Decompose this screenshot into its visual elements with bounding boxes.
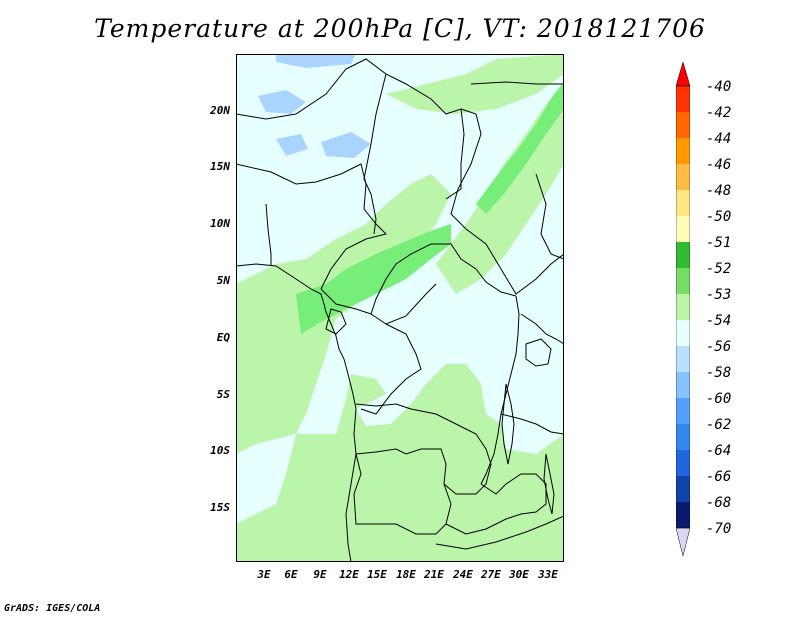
border-drc-north — [360, 323, 422, 415]
colorbar-cell-13 — [676, 398, 690, 424]
shade-minus-52-band — [296, 224, 451, 334]
colorbar-cell-1 — [676, 86, 690, 112]
credit-text: GrADS: IGES/COLA — [4, 603, 101, 614]
lon-label-30e: 30E — [509, 568, 529, 581]
colorbar-label-3: -44 — [706, 131, 732, 147]
shade-minus-52-north-east — [476, 82, 564, 214]
lat-label-10n: 10N — [210, 217, 230, 230]
border-drc-east — [480, 295, 520, 485]
colorbar-cell-17 — [676, 502, 690, 528]
border-northeast — [470, 81, 564, 85]
colorbar-cell-2 — [676, 112, 690, 138]
map-panel — [236, 54, 564, 562]
colorbar-cell-4 — [676, 164, 690, 190]
colorbar-cell-11 — [676, 346, 690, 372]
coastline-west — [236, 263, 357, 410]
colorbar-cell-7 — [676, 242, 690, 268]
colorbar-label-16: -66 — [706, 469, 732, 485]
colorbar-cell-9 — [676, 294, 690, 320]
border-cameroon — [320, 243, 517, 315]
lake-victoria — [525, 338, 552, 367]
colorbar-label-7: -51 — [706, 235, 732, 251]
border-south — [435, 515, 564, 550]
border-east-africa — [520, 313, 564, 345]
shade-minus-56-north-central — [321, 132, 371, 158]
lon-label-27e: 27E — [481, 568, 501, 581]
border-west-africa — [236, 163, 387, 290]
colorbar-label-2: -42 — [706, 105, 732, 121]
colorbar-cell-6 — [676, 216, 690, 242]
lat-label-eq: EQ — [216, 331, 230, 344]
colorbar-label-1: -40 — [706, 79, 732, 95]
border-car-south — [370, 283, 437, 325]
colorbar-label-13: -60 — [706, 391, 732, 407]
colorbar-cell-bottom-arrow — [676, 527, 690, 557]
lat-label-20n: 20N — [210, 104, 230, 117]
lat-label-10s: 10S — [210, 444, 230, 457]
temperature-map — [236, 54, 564, 562]
colorbar-label-6: -50 — [706, 209, 732, 225]
colorbar-cell-3 — [676, 138, 690, 164]
colorbar-cell-15 — [676, 450, 690, 476]
border-zambia — [445, 473, 547, 535]
colorbar-cell-14 — [676, 424, 690, 450]
border-angola — [353, 453, 452, 535]
lon-label-9e: 9E — [313, 568, 327, 581]
lon-label-15e: 15E — [367, 568, 387, 581]
colorbar-label-11: -56 — [706, 339, 732, 355]
border-ethiopia — [535, 173, 564, 260]
colorbar-cell-10 — [676, 320, 690, 346]
lon-label-24e: 24E — [453, 568, 473, 581]
border-sudan-east — [450, 108, 564, 295]
lat-label-15n: 15N — [210, 160, 230, 173]
colorbar-cell-5 — [676, 190, 690, 216]
colorbar-label-8: -52 — [706, 261, 732, 277]
colorbar-cell-16 — [676, 476, 690, 502]
lon-label-33e: 33E — [538, 568, 558, 581]
lon-label-21e: 21E — [424, 568, 444, 581]
border-tanzania — [500, 413, 564, 435]
lat-label-5n: 5N — [216, 274, 230, 287]
colorbar-cell-top-arrow — [676, 62, 690, 87]
colorbar-label-10: -54 — [706, 313, 732, 329]
border-chad — [363, 73, 387, 235]
shade-minus-53-west — [236, 174, 564, 562]
colorbar-cell-12 — [676, 372, 690, 398]
lat-label-5s: 5S — [216, 388, 230, 401]
lon-label-3e: 3E — [257, 568, 271, 581]
coastline-southwest — [345, 408, 357, 562]
lon-label-18e: 18E — [396, 568, 416, 581]
border-sahara-north — [236, 58, 465, 200]
shade-minus-56-north-small — [276, 134, 308, 156]
country-borders — [236, 58, 564, 562]
map-frame — [236, 54, 564, 562]
shade-minus-56-north-west — [258, 90, 306, 114]
colorbar — [676, 62, 690, 557]
lon-label-12e: 12E — [339, 568, 359, 581]
lon-label-6e: 6E — [284, 568, 298, 581]
border-nigeria — [265, 203, 272, 266]
colorbar-outline — [676, 85, 690, 529]
colorbar-cell-8 — [676, 268, 690, 294]
border-central-small — [325, 308, 347, 335]
colorbar-label-15: -64 — [706, 443, 732, 459]
lat-label-15s: 15S — [210, 501, 230, 514]
colorbar-label-12: -58 — [706, 365, 732, 381]
shade-minus-56-north-top — [276, 54, 356, 68]
colorbar-label-17: -68 — [706, 495, 732, 511]
colorbar-label-18: -70 — [706, 521, 732, 537]
colorbar-label-9: -53 — [706, 287, 732, 303]
colorbar-label-4: -46 — [706, 157, 732, 173]
colorbar-label-14: -62 — [706, 417, 732, 433]
lake-malawi — [543, 453, 555, 515]
map-title: Temperature at 200hPa [C], VT: 201812170… — [94, 14, 706, 43]
border-drc-south — [355, 403, 492, 495]
colorbar-label-5: -48 — [706, 183, 732, 199]
lake-tanganyika — [501, 383, 515, 465]
